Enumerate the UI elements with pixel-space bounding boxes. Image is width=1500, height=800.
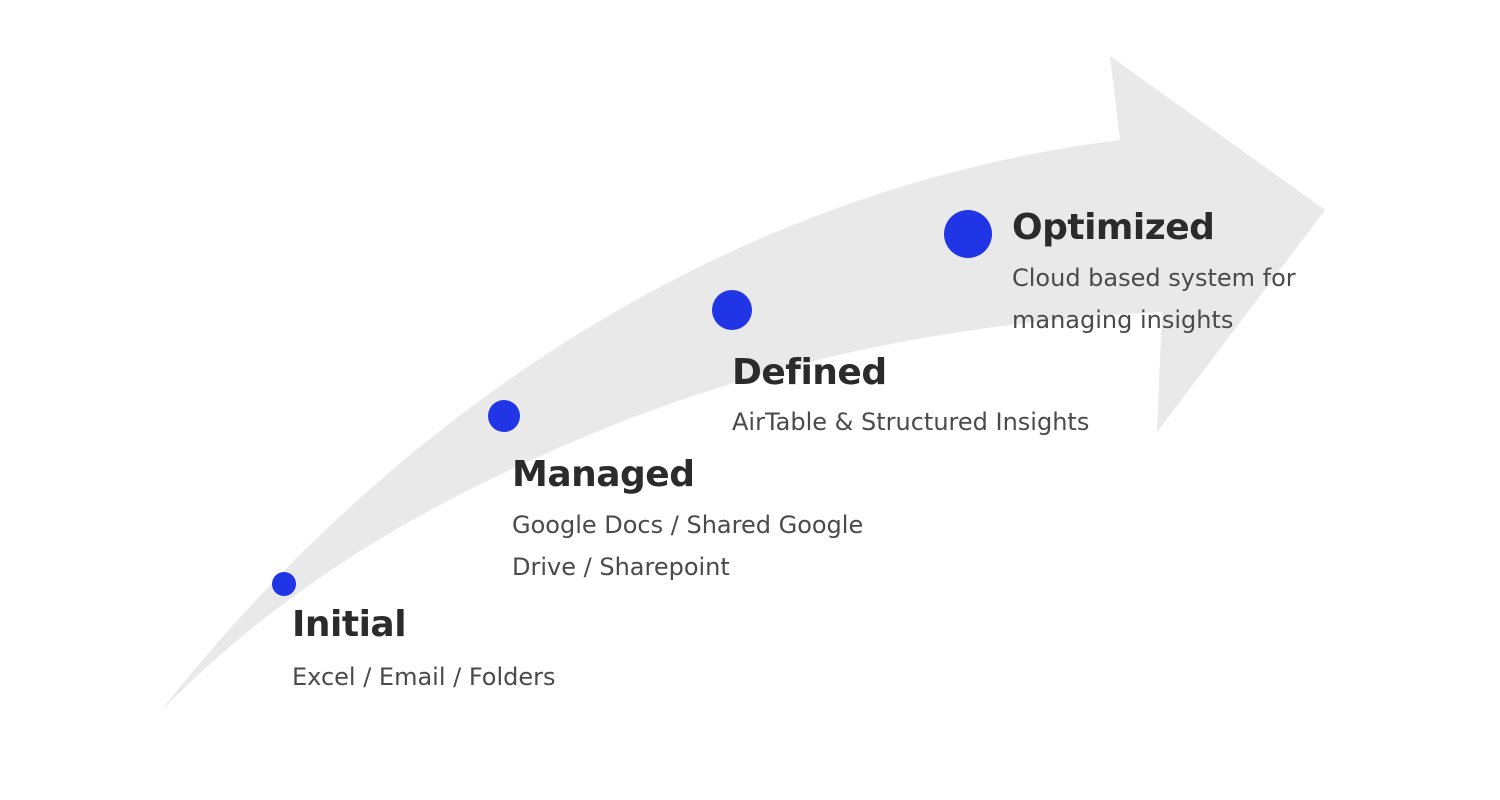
stage-initial-title: Initial bbox=[292, 604, 407, 645]
stage-defined-dot bbox=[712, 290, 752, 330]
stage-defined-title: Defined bbox=[732, 352, 887, 393]
stage-managed-title: Managed bbox=[512, 454, 695, 495]
stage-managed-dot bbox=[488, 400, 520, 432]
stage-initial-dot bbox=[272, 572, 296, 596]
stage-initial-description: Excel / Email / Folders bbox=[292, 663, 556, 691]
stage-optimized-title: Optimized bbox=[1012, 207, 1215, 248]
stage-managed-description: Google Docs / Shared Google Drive / Shar… bbox=[512, 511, 864, 581]
progress-arrow-shape bbox=[160, 56, 1325, 712]
stage-optimized-description: Cloud based system for managing insights bbox=[1012, 264, 1296, 334]
stage-optimized-dot bbox=[944, 210, 992, 258]
stage-defined-description: AirTable & Structured Insights bbox=[732, 408, 1090, 436]
